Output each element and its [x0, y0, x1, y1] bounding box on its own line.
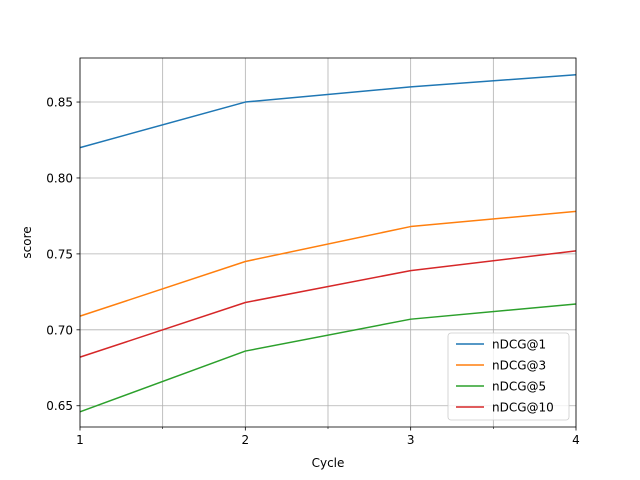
- x-tick-label: 2: [242, 433, 250, 447]
- series-line: [79, 303, 577, 413]
- series-line: [79, 250, 577, 358]
- y-axis-label: score: [20, 226, 34, 258]
- legend-box: [447, 332, 570, 421]
- x-tick-label: 4: [572, 433, 580, 447]
- x-tick-label: 1: [76, 433, 84, 447]
- y-tick-label: 0.80: [46, 171, 73, 185]
- series-layer: [79, 73, 577, 413]
- series-line: [79, 73, 577, 149]
- x-axis-label: Cycle: [312, 456, 345, 470]
- ticks-layer: 1 2 3 4 0.65 0.70 0.75 0.80 0.85: [46, 96, 580, 447]
- y-tick-label: 0.65: [46, 399, 73, 413]
- y-tick-label: 0.70: [46, 323, 73, 337]
- legend-entry-label: nDCG@10: [492, 401, 554, 415]
- legend: nDCG@1 nDCG@3 nDCG@5 nDCG@10: [447, 332, 570, 421]
- series-line: [79, 210, 577, 317]
- legend-entry-label: nDCG@3: [492, 359, 546, 373]
- x-tick-label: 3: [407, 433, 415, 447]
- legend-entry-label: nDCG@1: [492, 338, 546, 352]
- y-tick-label: 0.75: [46, 247, 73, 261]
- y-tick-label: 0.85: [46, 96, 73, 110]
- legend-entry-label: nDCG@5: [492, 380, 546, 394]
